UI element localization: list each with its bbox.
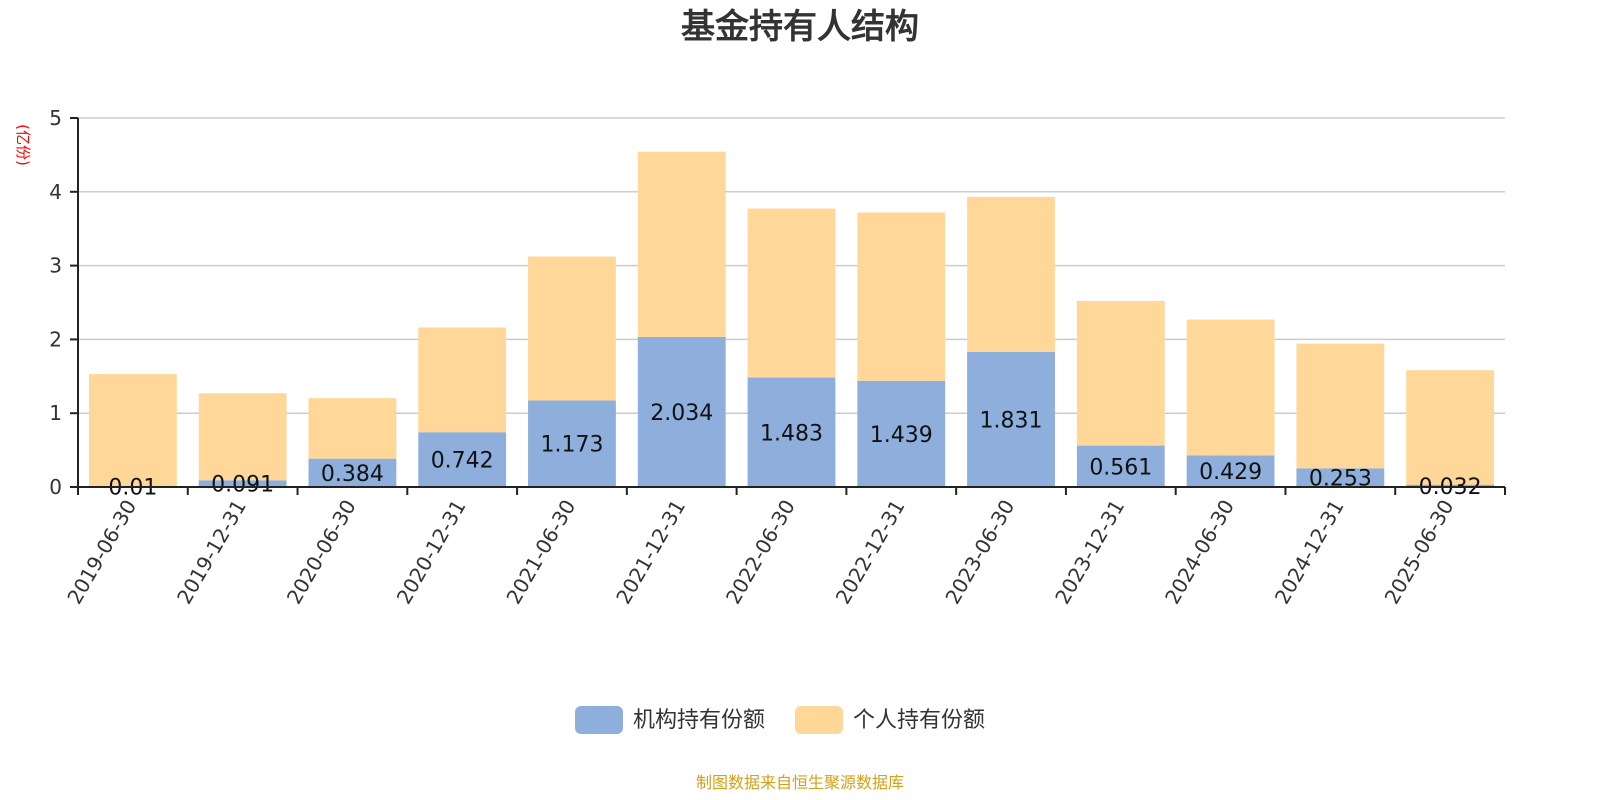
y-tick-label: 1 [49, 401, 62, 425]
bar-value-label: 1.439 [870, 423, 933, 448]
bar-individual[interactable] [308, 398, 397, 459]
x-tick-label: 2019-06-30 [62, 496, 141, 609]
y-tick-label: 2 [49, 327, 62, 351]
bar-individual[interactable] [528, 256, 616, 401]
bar-institutional[interactable] [637, 336, 726, 487]
x-tick-label: 2020-06-30 [282, 496, 361, 609]
bar-value-label: 0.561 [1089, 455, 1152, 480]
y-axis-unit: (亿份) [14, 124, 32, 166]
legend[interactable]: 机构持有份额 个人持有份额 [575, 706, 985, 734]
bar-individual[interactable] [1186, 319, 1275, 456]
bar-institutional[interactable] [418, 432, 507, 487]
y-tick-label: 3 [49, 254, 62, 278]
chart-title: 基金持有人结构 [681, 7, 919, 47]
bar-institutional[interactable] [857, 380, 946, 487]
y-tick-label: 0 [49, 475, 62, 499]
bar-individual[interactable] [857, 212, 946, 381]
bar-institutional[interactable] [1406, 484, 1495, 487]
bar-value-label: 0.091 [211, 473, 274, 498]
bar-value-label: 2.034 [650, 401, 713, 426]
bar-institutional[interactable] [1076, 445, 1165, 487]
x-tick-label: 2022-06-30 [721, 496, 800, 609]
bars-group [88, 151, 1495, 487]
legend-swatch-individual[interactable] [795, 706, 843, 734]
bar-value-label: 0.742 [431, 449, 494, 474]
x-tick-label: 2020-12-31 [392, 496, 471, 609]
bar-institutional[interactable] [308, 458, 397, 487]
x-tick-label: 2021-06-30 [501, 496, 580, 609]
x-tick-label: 2025-06-30 [1380, 496, 1459, 609]
bar-individual[interactable] [747, 208, 836, 378]
y-tick-label: 5 [49, 106, 62, 130]
x-tick-label: 2024-06-30 [1160, 496, 1239, 609]
x-tick-label: 2019-12-31 [172, 496, 251, 609]
y-tick-label: 4 [49, 180, 62, 204]
bar-value-label: 0.01 [108, 476, 157, 501]
legend-swatch-institutional[interactable] [575, 706, 623, 734]
bar-institutional[interactable] [1186, 455, 1275, 487]
y-tick-labels: 0 1 2 3 4 5 [49, 106, 62, 499]
bar-institutional[interactable] [528, 400, 616, 487]
bar-value-label: 0.429 [1199, 460, 1262, 485]
bar-institutional[interactable] [1296, 468, 1385, 487]
legend-label[interactable]: 个人持有份额 [853, 708, 985, 733]
x-tick-label: 2024-12-31 [1270, 496, 1349, 609]
bar-value-label: 1.831 [980, 408, 1043, 433]
legend-label[interactable]: 机构持有份额 [633, 708, 765, 733]
bar-value-label: 0.384 [321, 462, 384, 487]
bar-individual[interactable] [198, 393, 287, 481]
bar-institutional[interactable] [967, 351, 1055, 487]
x-tick-label: 2021-12-31 [611, 496, 690, 609]
bar-value-label: 1.483 [760, 421, 823, 446]
bar-institutional[interactable] [198, 480, 287, 487]
bar-individual[interactable] [1406, 370, 1495, 485]
x-tick-label: 2023-12-31 [1050, 496, 1129, 609]
bar-individual[interactable] [418, 327, 507, 433]
bar-individual[interactable] [88, 374, 177, 487]
bar-individual[interactable] [637, 151, 726, 337]
bar-individual[interactable] [1076, 300, 1165, 446]
bar-individual[interactable] [1296, 343, 1385, 469]
x-tick-labels: 2019-06-30 2019-12-31 2020-06-30 2020-12-31… [62, 496, 1458, 609]
x-tick-label: 2023-06-30 [940, 496, 1019, 609]
bar-value-label: 1.173 [540, 433, 603, 458]
bar-individual[interactable] [967, 196, 1055, 352]
x-tick-label: 2022-12-31 [831, 496, 910, 609]
data-source-note: 制图数据来自恒生聚源数据库 [696, 773, 904, 792]
axes-group [70, 117, 1506, 495]
bar-institutional[interactable] [747, 377, 836, 487]
